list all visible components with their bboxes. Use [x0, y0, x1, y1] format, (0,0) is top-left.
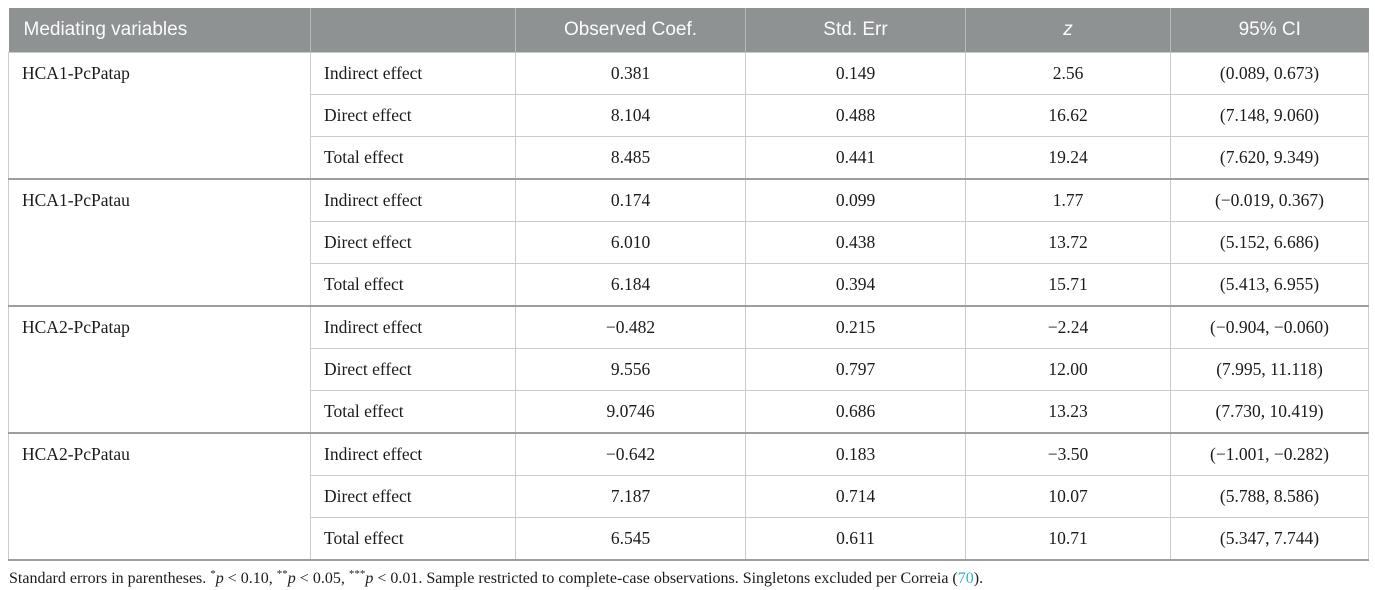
- z-value-cell: 1.77: [965, 178, 1171, 222]
- significance-stars: ***: [348, 568, 366, 580]
- footnote-text: < 0.01.: [373, 570, 427, 587]
- col-header-95ci: 95% CI: [1170, 8, 1369, 53]
- table-header-row: Mediating variables Observed Coef. Std. …: [8, 8, 1369, 53]
- observed-coef-cell: 7.187: [515, 475, 746, 518]
- table-row: Direct effect 6.010 0.438 13.72 (5.152, 6.68…: [9, 221, 1369, 264]
- observed-coef-cell: −0.642: [515, 432, 746, 476]
- std-err-cell: 0.686: [745, 390, 966, 434]
- ci-cell: (7.995, 11.118): [1170, 348, 1369, 391]
- table-row: Total effect 6.184 0.394 15.71 (5.413, 6.955…: [9, 263, 1369, 307]
- ci-cell: (−0.019, 0.367): [1170, 178, 1369, 222]
- z-value-cell: −3.50: [965, 432, 1171, 476]
- p-symbol: p: [215, 570, 224, 587]
- footnote-text: ).: [973, 570, 984, 587]
- p-symbol: p: [365, 570, 374, 587]
- table-footnote: Standard errors in parentheses. *p < 0.1…: [9, 568, 1375, 588]
- observed-coef-cell: 0.381: [515, 52, 746, 95]
- observed-coef-cell: 8.104: [515, 94, 746, 137]
- mediating-variable-cell: HCA2-PcPatau: [8, 432, 311, 561]
- z-value-cell: 2.56: [965, 52, 1171, 95]
- effect-type-cell: Total effect: [310, 263, 516, 307]
- observed-coef-cell: −0.482: [515, 305, 746, 349]
- table-row: HCA2-PcPatap Indirect effect −0.482 0.215 −2…: [8, 305, 1369, 434]
- observed-coef-cell: 0.174: [515, 178, 746, 222]
- table-row: Direct effect 9.556 0.797 12.00 (7.995, 11.1…: [9, 348, 1369, 391]
- col-header-std-err: Std. Err: [745, 8, 966, 53]
- table-row: Total effect 9.0746 0.686 13.23 (7.730, 10.4…: [9, 390, 1369, 434]
- effect-type-cell: Direct effect: [310, 348, 516, 391]
- observed-coef-cell: 9.556: [515, 348, 746, 391]
- significance-stars: **: [276, 568, 288, 580]
- footnote-text: Standard errors in parentheses.: [9, 570, 211, 587]
- effect-type-cell: Indirect effect: [310, 178, 516, 222]
- table-row: HCA1-PcPatau Indirect effect 0.174 0.099 1.7…: [8, 178, 1369, 307]
- table-row: HCA2-PcPatau Indirect effect −0.642 0.183 −3…: [8, 432, 1369, 561]
- mediating-variable-cell: HCA1-PcPatau: [8, 178, 311, 307]
- effect-type-cell: Indirect effect: [310, 305, 516, 349]
- z-value-cell: 10.71: [965, 517, 1171, 561]
- table-row: Total effect 8.485 0.441 19.24 (7.620, 9.349…: [9, 136, 1369, 180]
- effect-type-cell: Total effect: [310, 390, 516, 434]
- ci-cell: (5.347, 7.744): [1170, 517, 1369, 561]
- ci-cell: (−0.904, −0.060): [1170, 305, 1369, 349]
- std-err-cell: 0.215: [745, 305, 966, 349]
- observed-coef-cell: 6.010: [515, 221, 746, 264]
- ci-cell: (0.089, 0.673): [1170, 52, 1369, 95]
- col-header-observed-coef: Observed Coef.: [515, 8, 746, 53]
- ci-cell: (7.730, 10.419): [1170, 390, 1369, 434]
- ci-cell: (7.620, 9.349): [1170, 136, 1369, 180]
- table-row: Total effect 6.545 0.611 10.71 (5.347, 7.744…: [9, 517, 1369, 561]
- z-value-cell: 13.72: [965, 221, 1171, 264]
- reference-link-70[interactable]: 70: [957, 570, 974, 587]
- z-value-cell: 16.62: [965, 94, 1171, 137]
- std-err-cell: 0.099: [745, 178, 966, 222]
- ci-cell: (5.413, 6.955): [1170, 263, 1369, 307]
- effect-type-cell: Direct effect: [310, 221, 516, 264]
- effect-type-cell: Indirect effect: [310, 432, 516, 476]
- std-err-cell: 0.714: [745, 475, 966, 518]
- std-err-cell: 0.438: [745, 221, 966, 264]
- z-value-cell: −2.24: [965, 305, 1171, 349]
- observed-coef-cell: 6.184: [515, 263, 746, 307]
- ci-cell: (7.148, 9.060): [1170, 94, 1369, 137]
- col-header-z: z: [965, 8, 1171, 53]
- footnote-text: < 0.10,: [223, 570, 277, 587]
- z-value-cell: 10.07: [965, 475, 1171, 518]
- ci-cell: (−1.001, −0.282): [1170, 432, 1369, 476]
- footnote-text: Sample restricted to complete-case obser…: [426, 570, 958, 587]
- mediating-variable-cell: HCA1-PcPatap: [8, 52, 311, 180]
- col-header-empty: [310, 8, 516, 53]
- observed-coef-cell: 6.545: [515, 517, 746, 561]
- mediation-results-table: Mediating variables Observed Coef. Std. …: [8, 8, 1369, 561]
- observed-coef-cell: 8.485: [515, 136, 746, 180]
- std-err-cell: 0.797: [745, 348, 966, 391]
- footnote-text: < 0.05,: [295, 570, 349, 587]
- mediating-variable-cell: HCA2-PcPatap: [8, 305, 311, 434]
- std-err-cell: 0.183: [745, 432, 966, 476]
- effect-type-cell: Total effect: [310, 136, 516, 180]
- std-err-cell: 0.149: [745, 52, 966, 95]
- p-symbol: p: [287, 570, 296, 587]
- effect-type-cell: Direct effect: [310, 94, 516, 137]
- table-row: HCA1-PcPatap Indirect effect 0.381 0.149 2.5…: [8, 52, 1369, 180]
- effect-type-cell: Direct effect: [310, 475, 516, 518]
- ci-cell: (5.788, 8.586): [1170, 475, 1369, 518]
- table-row: Direct effect 8.104 0.488 16.62 (7.148, 9.06…: [9, 94, 1369, 137]
- effect-type-cell: Total effect: [310, 517, 516, 561]
- table-row: Direct effect 7.187 0.714 10.07 (5.788, 8.58…: [9, 475, 1369, 518]
- observed-coef-cell: 9.0746: [515, 390, 746, 434]
- std-err-cell: 0.488: [745, 94, 966, 137]
- z-value-cell: 13.23: [965, 390, 1171, 434]
- z-value-cell: 19.24: [965, 136, 1171, 180]
- std-err-cell: 0.611: [745, 517, 966, 561]
- effect-type-cell: Indirect effect: [310, 52, 516, 95]
- significance-stars: *: [210, 568, 216, 580]
- std-err-cell: 0.394: [745, 263, 966, 307]
- std-err-cell: 0.441: [745, 136, 966, 180]
- ci-cell: (5.152, 6.686): [1170, 221, 1369, 264]
- z-value-cell: 15.71: [965, 263, 1171, 307]
- col-header-mediating-variables: Mediating variables: [8, 8, 311, 53]
- z-value-cell: 12.00: [965, 348, 1171, 391]
